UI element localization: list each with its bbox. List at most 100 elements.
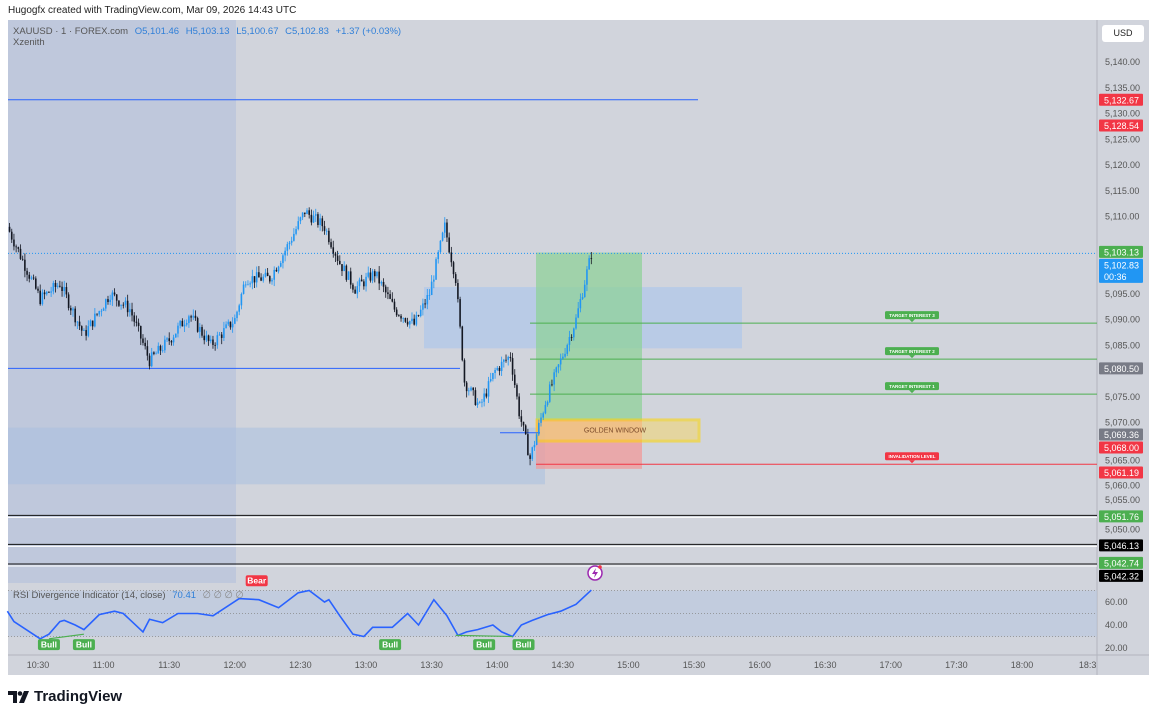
candle xyxy=(107,299,109,303)
candle xyxy=(380,281,383,284)
candle xyxy=(30,277,33,279)
price-label: 5,051.76 xyxy=(1104,512,1139,522)
lightning-alert-icon[interactable] xyxy=(587,565,603,581)
candle xyxy=(293,233,295,241)
long-position-target-zone xyxy=(536,252,642,420)
candle xyxy=(122,304,125,306)
candle xyxy=(271,279,273,282)
candle xyxy=(225,324,227,329)
price-tick: 5,055.00 xyxy=(1105,495,1140,505)
price-tick: 5,140.00 xyxy=(1105,57,1140,67)
time-tick: 18:3 xyxy=(1079,660,1097,670)
price-tick: 5,065.00 xyxy=(1105,456,1140,466)
tradingview-logo[interactable]: TradingView xyxy=(8,688,122,705)
candle xyxy=(129,309,131,313)
candle xyxy=(457,282,459,300)
candle xyxy=(17,247,20,249)
indicator-name[interactable]: Xzenith xyxy=(13,37,45,48)
symbol-legend: XAUUSD · 1 · FOREX.com O5,101.46 H5,103.… xyxy=(13,26,401,48)
candle xyxy=(542,413,544,418)
candle xyxy=(41,292,44,305)
candle xyxy=(155,353,157,355)
candle xyxy=(325,230,328,232)
candle xyxy=(531,447,534,459)
candle xyxy=(295,229,297,234)
candle xyxy=(310,214,313,223)
candle xyxy=(301,212,304,218)
level-tag-label: TARGET INTEREST 3 xyxy=(889,313,935,318)
candle xyxy=(139,326,142,339)
candle xyxy=(229,321,232,328)
candle xyxy=(367,272,370,277)
time-tick: 15:30 xyxy=(683,660,706,670)
candle xyxy=(566,344,569,354)
candle xyxy=(231,323,234,328)
price-label: 5,102.83 xyxy=(1104,260,1139,270)
candle xyxy=(575,317,577,329)
time-tick: 13:00 xyxy=(355,660,378,670)
candle xyxy=(312,215,315,223)
candle xyxy=(336,255,339,261)
candle xyxy=(408,321,411,325)
candle xyxy=(314,214,317,216)
candle xyxy=(61,286,63,291)
candle xyxy=(48,291,50,293)
level-tag: INVALIDATION LEVEL xyxy=(885,452,939,464)
candle xyxy=(369,272,372,281)
candle xyxy=(144,342,146,347)
candle xyxy=(37,288,39,291)
candle xyxy=(478,401,481,403)
time-tick: 12:30 xyxy=(289,660,312,670)
candle xyxy=(94,313,96,327)
candle xyxy=(194,315,197,319)
level-tag-pointer xyxy=(909,355,915,359)
candle xyxy=(402,318,405,319)
candle xyxy=(174,333,177,338)
currency-button[interactable]: USD xyxy=(1102,25,1144,42)
candle xyxy=(387,292,389,295)
candle xyxy=(363,281,365,287)
candle xyxy=(463,360,466,383)
price-tick: 5,120.00 xyxy=(1105,160,1140,170)
candles xyxy=(8,207,593,466)
candle xyxy=(164,339,166,351)
time-tick: 13:30 xyxy=(420,660,443,670)
candle xyxy=(395,309,398,316)
price-label-bg xyxy=(1099,119,1143,132)
candle xyxy=(183,324,186,327)
price-label-bg xyxy=(1099,258,1143,283)
candle xyxy=(468,390,470,392)
rsi-legend: RSI Divergence Indicator (14, close) 70.… xyxy=(13,590,244,601)
price-label: 5,042.74 xyxy=(1104,558,1139,568)
price-label-bg xyxy=(1099,428,1143,441)
candle xyxy=(207,335,210,342)
candle xyxy=(118,300,120,306)
candle xyxy=(568,336,571,345)
candle xyxy=(437,251,440,260)
candle xyxy=(72,308,74,311)
candle xyxy=(113,292,116,295)
rsi-extra: ∅ ∅ ∅ ∅ xyxy=(202,590,244,601)
candle xyxy=(260,277,262,281)
candle xyxy=(579,299,582,309)
candle xyxy=(439,240,442,252)
candle xyxy=(98,311,101,315)
candle xyxy=(573,328,575,338)
price-label: 5,103.13 xyxy=(1104,247,1139,257)
rsi-title[interactable]: RSI Divergence Indicator (14, close) xyxy=(13,590,166,601)
candle xyxy=(345,265,348,280)
candle xyxy=(159,345,162,351)
candle xyxy=(104,299,107,309)
candle xyxy=(115,294,118,301)
divergence-signal-label: Bull xyxy=(515,640,531,650)
candle xyxy=(404,318,407,322)
candle xyxy=(360,279,363,282)
candle xyxy=(111,292,114,300)
candle xyxy=(511,358,514,375)
candle xyxy=(509,356,512,359)
candle xyxy=(406,321,409,325)
tradingview-logo-icon xyxy=(8,690,29,703)
candle xyxy=(551,384,553,386)
symbol-label[interactable]: XAUUSD · 1 · FOREX.com xyxy=(13,26,129,37)
